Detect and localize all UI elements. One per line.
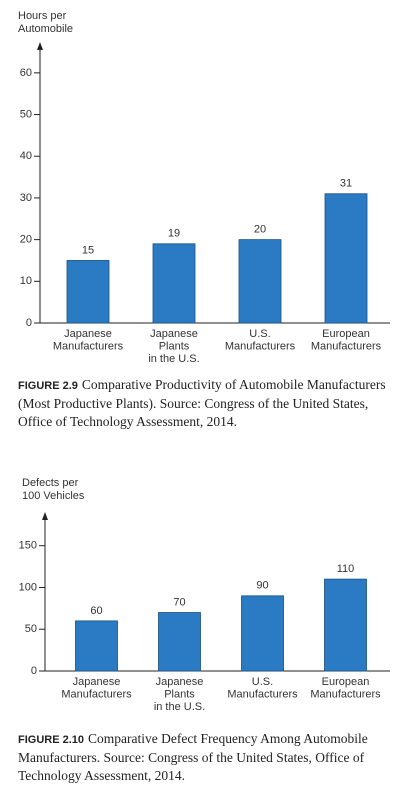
x-tick-label: Manufacturers — [225, 340, 296, 352]
y-tick-label: 0 — [26, 317, 32, 329]
caption-text: Comparative Productivity of Automobile M… — [18, 377, 386, 429]
bar — [66, 260, 110, 324]
caption-text: Comparative Defect Frequency Among Autom… — [18, 731, 368, 783]
y-axis-label: 100 Vehicles — [22, 490, 85, 502]
caption-label: FIGURE 2.9 — [18, 380, 78, 392]
axis-arrow — [42, 512, 48, 520]
caption: FIGURE 2.9 Comparative Productivity of Au… — [18, 376, 390, 431]
data-label: 110 — [337, 563, 355, 575]
data-label: 70 — [173, 596, 185, 608]
x-tick-label: Manufacturers — [310, 688, 381, 700]
y-tick-label: 10 — [20, 275, 32, 287]
x-tick-label: European — [322, 676, 370, 688]
y-tick-label: 100 — [19, 581, 37, 593]
x-tick-label: U.S. — [249, 328, 270, 340]
data-label: 31 — [340, 178, 352, 190]
data-label: 19 — [168, 228, 180, 240]
x-tick-label: European — [322, 328, 370, 340]
x-tick-label: Japanese — [73, 676, 121, 688]
y-axis-label: Defects per — [22, 477, 79, 489]
bar — [152, 243, 196, 324]
bar — [324, 578, 367, 672]
bar — [75, 620, 118, 672]
caption-label: FIGURE 2.10 — [18, 734, 85, 746]
bar — [158, 612, 201, 672]
y-tick-label: 60 — [20, 67, 32, 79]
data-label: 15 — [82, 244, 94, 256]
x-tick-label: Manufacturers — [227, 688, 298, 700]
y-axis-label: Automobile — [18, 23, 73, 35]
y-axis-label: Hours per — [18, 10, 67, 22]
axis-arrow — [37, 42, 43, 50]
x-tick-label: Manufacturers — [311, 340, 382, 352]
caption: FIGURE 2.10 Comparative Defect Frequency … — [18, 730, 390, 785]
x-tick-label: Japanese — [150, 328, 198, 340]
y-tick-label: 150 — [19, 540, 37, 552]
bar — [324, 193, 368, 324]
x-tick-label: Manufacturers — [61, 688, 132, 700]
data-label: 60 — [90, 605, 102, 617]
x-tick-label: Plants — [164, 688, 195, 700]
bar — [238, 239, 282, 324]
x-tick-label: Plants — [159, 340, 190, 352]
y-tick-label: 0 — [31, 665, 37, 677]
data-label: 20 — [254, 224, 266, 236]
y-tick-label: 50 — [25, 623, 37, 635]
y-tick-label: 30 — [20, 192, 32, 204]
y-tick-label: 20 — [20, 234, 32, 246]
y-tick-label: 40 — [20, 150, 32, 162]
x-tick-label: Manufacturers — [53, 340, 124, 352]
x-tick-label: Japanese — [156, 676, 204, 688]
x-tick-label: in the U.S. — [154, 701, 205, 713]
data-label: 90 — [256, 580, 268, 592]
x-tick-label: Japanese — [64, 328, 112, 340]
x-tick-label: in the U.S. — [148, 353, 199, 365]
bar — [241, 595, 284, 672]
y-tick-label: 50 — [20, 108, 32, 120]
x-tick-label: U.S. — [252, 676, 273, 688]
